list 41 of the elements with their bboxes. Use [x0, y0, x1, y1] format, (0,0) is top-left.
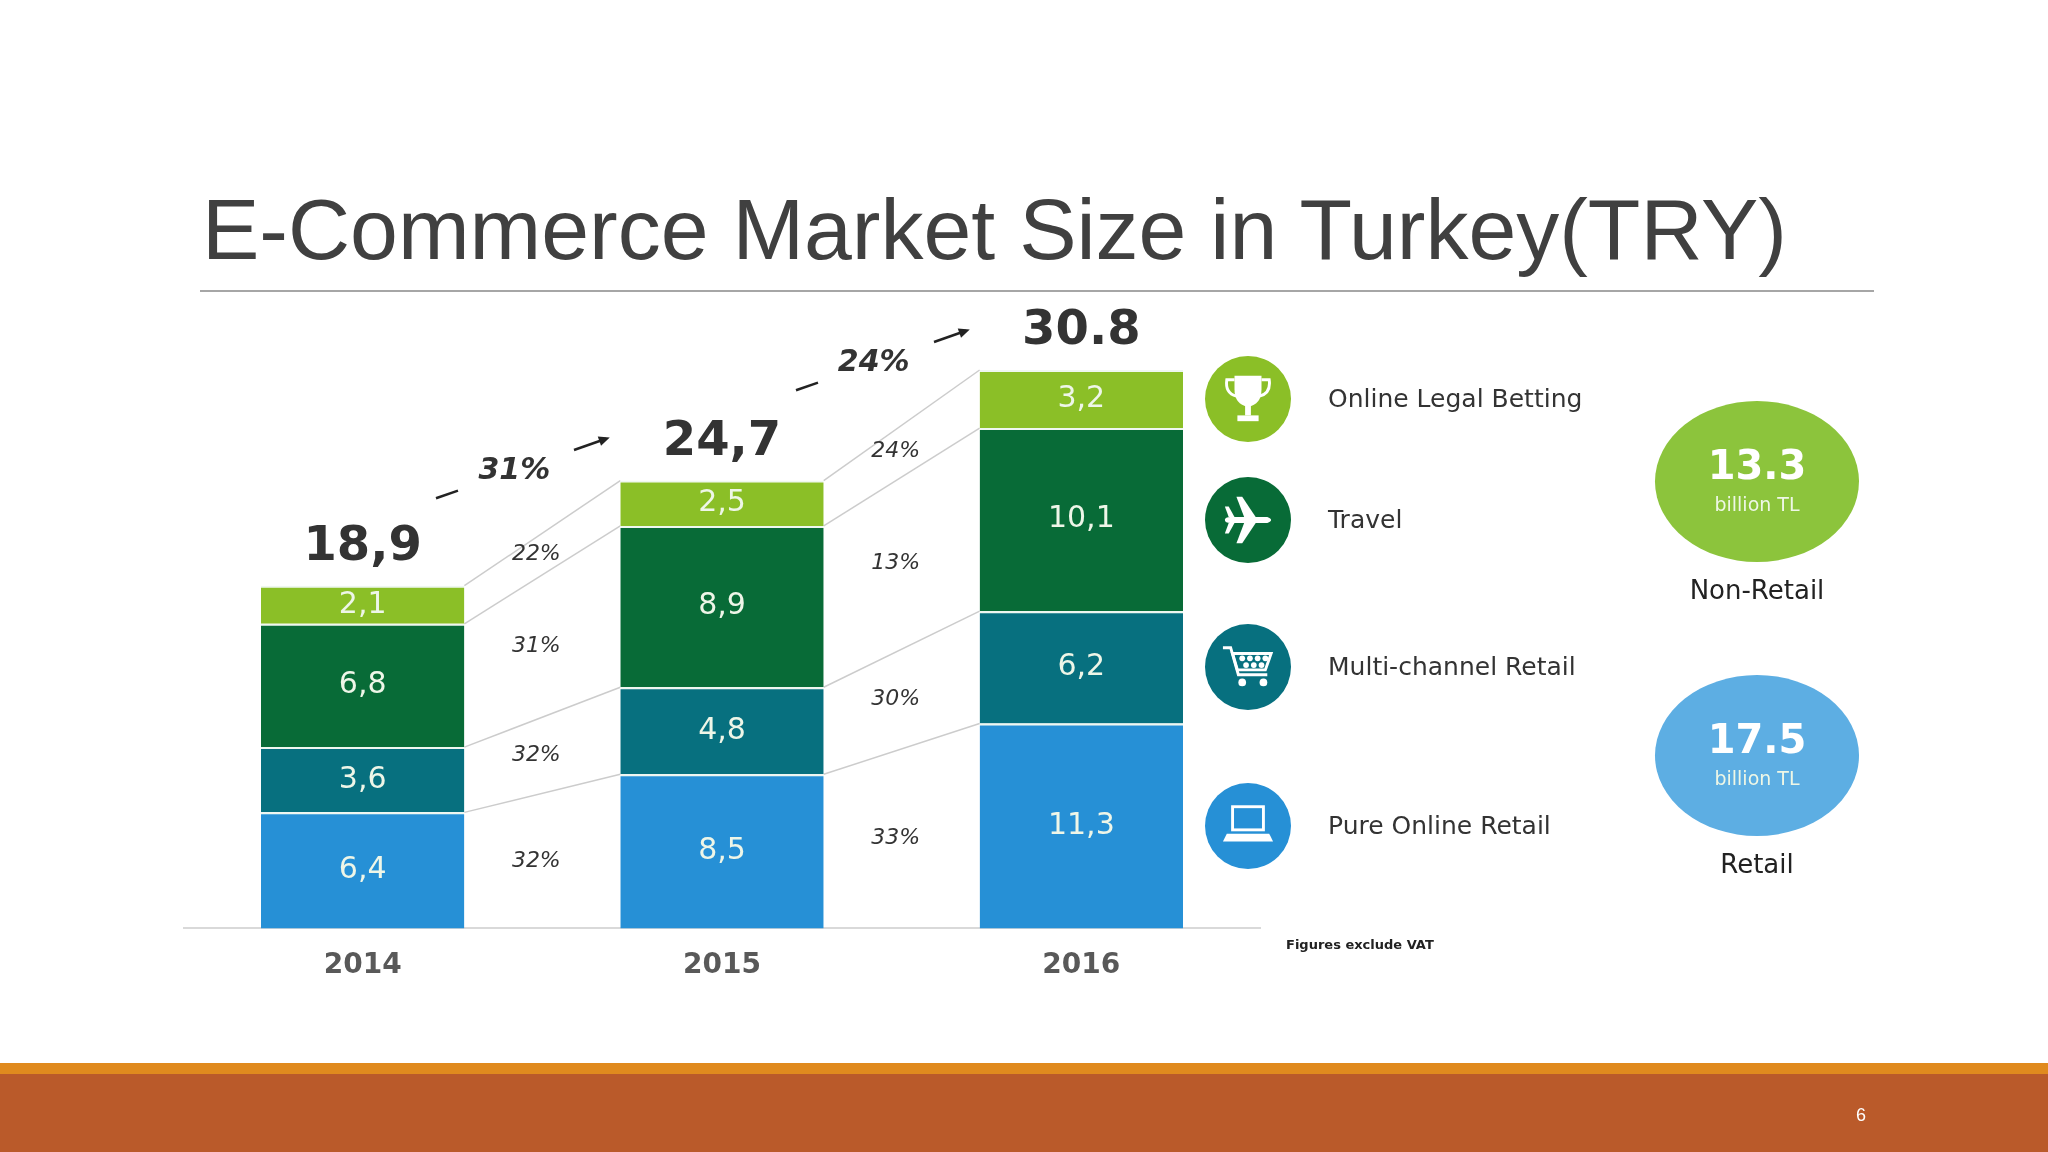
text: Retail — [1719, 848, 1795, 881]
text: Travel — [1328, 503, 1403, 536]
total-label: 30.8 — [1022, 299, 1141, 356]
annotation: 24% — [871, 436, 921, 462]
chart-title: E-Commerce Market Size in Turkey(TRY) — [202, 181, 1787, 277]
annotation: 13% — [871, 548, 921, 574]
text: Non-Retail — [1688, 574, 1826, 607]
annotation: 31% — [511, 631, 561, 657]
text: billion TL — [1713, 492, 1801, 517]
annotation: 32% — [511, 740, 561, 766]
data-label: 11,3 — [1047, 805, 1115, 841]
text: Online Legal Betting — [1328, 383, 1583, 415]
data-label: 8,9 — [698, 586, 746, 622]
annotation: 33% — [871, 824, 921, 850]
data-label: 4,8 — [698, 710, 746, 746]
total-label: 18,9 — [303, 515, 422, 572]
total-label: 24,7 — [662, 410, 782, 467]
annotation: 30% — [871, 684, 921, 710]
data-label: 10,1 — [1047, 499, 1115, 535]
annotation: 24% — [837, 343, 910, 379]
text: Multi-channel Retail — [1328, 651, 1576, 684]
data-label: 6,2 — [1057, 647, 1106, 683]
x-tick-label: 2014 — [323, 947, 402, 981]
data-label: 6,4 — [338, 850, 387, 886]
text: 17.5 — [1706, 715, 1808, 763]
x-tick-label: 2015 — [683, 947, 761, 981]
text: Pure Online Retail — [1328, 809, 1551, 842]
data-label: 3,2 — [1057, 378, 1106, 414]
text: billion TL — [1713, 766, 1801, 791]
annotation: 31% — [478, 450, 551, 486]
annotation: 22% — [511, 539, 561, 565]
annotation: 32% — [511, 846, 561, 872]
text: 13.3 — [1706, 441, 1808, 489]
data-label: 2,5 — [698, 483, 746, 519]
data-label: 2,1 — [338, 584, 387, 620]
x-tick-label: 2016 — [1042, 947, 1121, 981]
text: Figures exclude VAT — [1286, 936, 1434, 954]
text: 6 — [1856, 1104, 1867, 1126]
data-label: 3,6 — [338, 759, 387, 795]
data-label: 6,8 — [338, 665, 387, 701]
data-label: 8,5 — [698, 831, 746, 867]
